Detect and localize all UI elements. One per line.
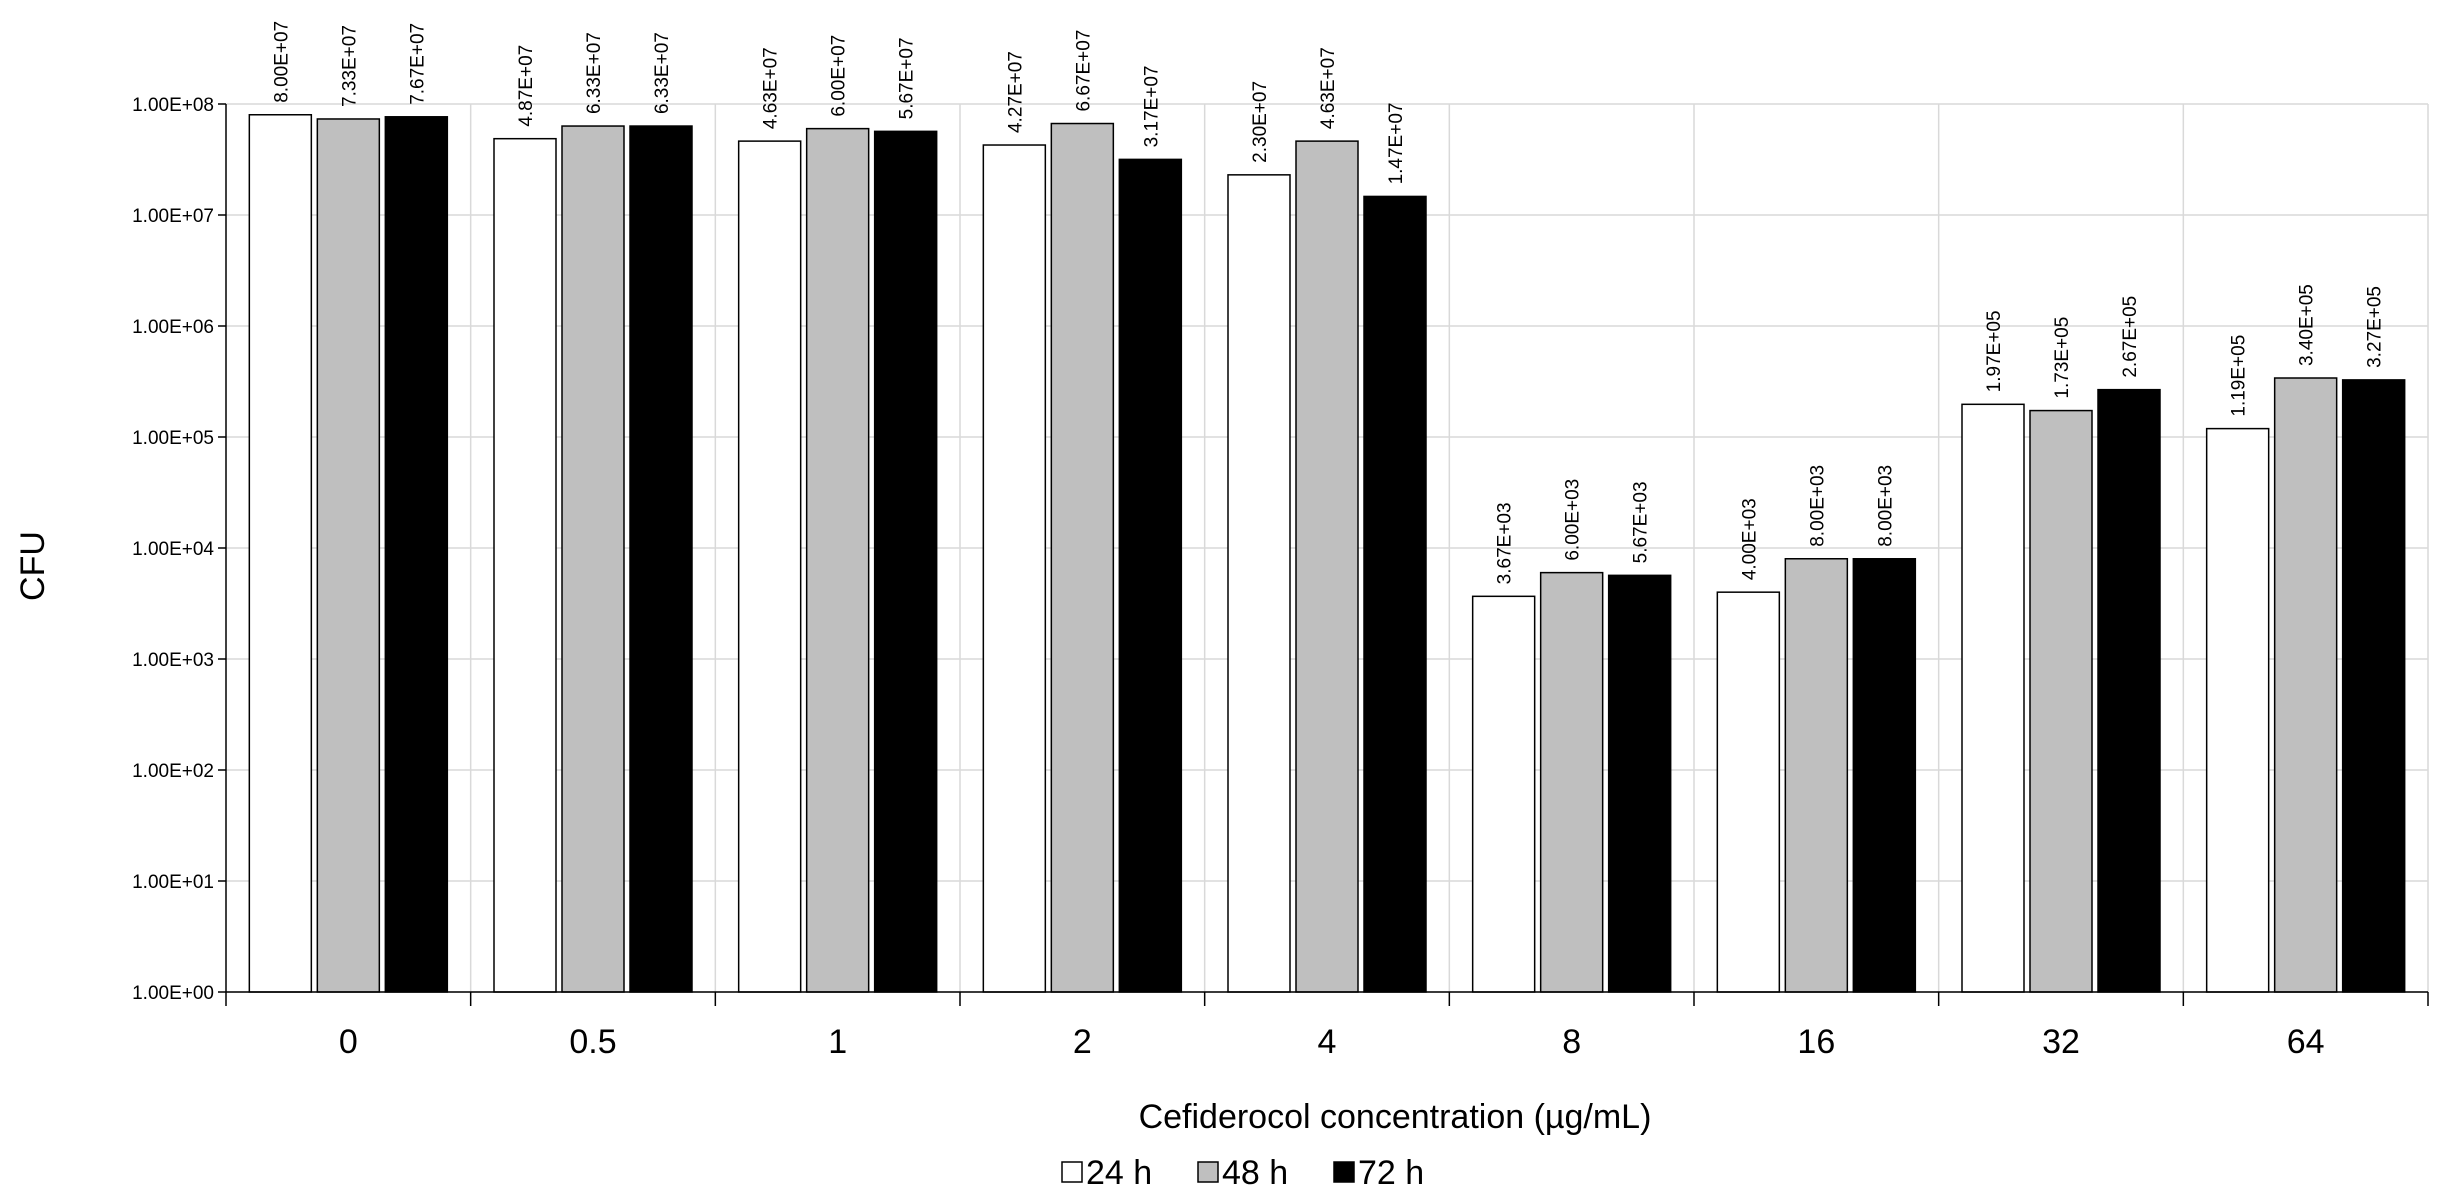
data-label: 7.67E+07 <box>407 23 428 105</box>
bar-48h-32 <box>2029 409 2093 993</box>
data-label: 3.17E+07 <box>1141 65 1162 147</box>
data-label: 4.27E+07 <box>1005 51 1026 133</box>
x-tick-label: 64 <box>2287 1023 2325 1061</box>
data-label: 8.00E+07 <box>271 21 292 103</box>
bar-24h-4 <box>1227 174 1291 993</box>
bar-72h-32 <box>2097 388 2161 993</box>
y-tick-label: 1.00E+02 <box>132 761 214 782</box>
bar-48h-1 <box>805 127 870 993</box>
y-tick-label: 1.00E+07 <box>132 206 214 227</box>
data-label: 4.87E+07 <box>516 45 537 127</box>
bar-24h-2 <box>982 144 1047 993</box>
bar-24h-1 <box>737 140 802 993</box>
y-tick-label: 1.00E+03 <box>132 650 214 671</box>
legend-label: 24 h <box>1086 1154 1152 1192</box>
bar-72h-4 <box>1363 195 1427 993</box>
bar-72h-64 <box>2341 379 2406 993</box>
bar-24h-16 <box>1716 591 1781 993</box>
bar-24h-0.5 <box>493 137 557 993</box>
bar-48h-0 <box>316 118 381 993</box>
data-label: 5.67E+07 <box>897 37 918 119</box>
data-label: 7.33E+07 <box>339 25 360 107</box>
bar-48h-8 <box>1539 571 1604 993</box>
bar-72h-0.5 <box>629 125 693 993</box>
bar-72h-1 <box>873 130 938 993</box>
data-label: 3.27E+05 <box>2365 286 2386 368</box>
data-label: 1.47E+07 <box>1386 103 1407 185</box>
bar-72h-16 <box>1852 558 1917 993</box>
y-tick-label: 1.00E+04 <box>132 539 214 560</box>
x-tick-label: 16 <box>1797 1023 1835 1061</box>
data-label: 6.67E+07 <box>1073 30 1094 112</box>
bar-72h-2 <box>1118 158 1183 993</box>
y-tick-label: 1.00E+05 <box>132 428 214 449</box>
bar-48h-4 <box>1295 140 1359 993</box>
data-label: 6.00E+03 <box>1563 479 1584 561</box>
data-label: 2.30E+07 <box>1250 81 1271 163</box>
x-tick-label: 0 <box>339 1023 358 1061</box>
data-label: 8.00E+03 <box>1807 465 1828 547</box>
legend-swatch <box>1197 1161 1219 1183</box>
y-tick-label: 1.00E+00 <box>132 983 214 1004</box>
data-label: 4.00E+03 <box>1739 498 1760 580</box>
data-label: 4.63E+07 <box>1318 47 1339 129</box>
data-label: 4.63E+07 <box>761 47 782 129</box>
legend-swatch <box>1061 1161 1083 1183</box>
data-label: 1.73E+05 <box>2052 317 2073 399</box>
data-label: 1.97E+05 <box>1984 310 2005 392</box>
data-label: 3.67E+03 <box>1495 502 1516 584</box>
x-axis-title: Cefiderocol concentration (µg/mL) <box>1139 1098 1652 1136</box>
bar-24h-8 <box>1471 595 1536 993</box>
data-label: 5.67E+03 <box>1631 481 1652 563</box>
bars-group <box>248 114 2406 993</box>
bar-48h-2 <box>1050 122 1115 993</box>
x-tick-label: 8 <box>1562 1023 1581 1061</box>
x-tick-label: 1 <box>828 1023 847 1061</box>
data-label: 6.33E+07 <box>584 32 605 114</box>
bar-48h-64 <box>2273 377 2338 993</box>
x-tick-label: 0.5 <box>569 1023 616 1061</box>
x-tick-label: 4 <box>1318 1023 1337 1061</box>
bar-24h-64 <box>2205 427 2270 993</box>
bar-48h-0.5 <box>561 125 625 993</box>
data-label: 8.00E+03 <box>1875 465 1896 547</box>
legend-label: 48 h <box>1222 1154 1288 1192</box>
bar-72h-0 <box>384 116 449 993</box>
x-tick-label: 32 <box>2042 1023 2080 1061</box>
bar-72h-8 <box>1607 574 1672 993</box>
bar-24h-32 <box>1961 403 2025 993</box>
data-label: 3.40E+05 <box>2297 284 2318 366</box>
y-tick-label: 1.00E+01 <box>132 872 214 893</box>
bar-24h-0 <box>248 114 313 993</box>
y-axis-title: CFU <box>14 531 52 601</box>
legend-label: 72 h <box>1358 1154 1424 1192</box>
data-label: 6.00E+07 <box>829 35 850 117</box>
y-tick-label: 1.00E+08 <box>132 95 214 116</box>
legend: 24 h 48 h 72 h <box>1061 1154 1424 1192</box>
data-label: 6.33E+07 <box>652 32 673 114</box>
bar-48h-16 <box>1784 558 1849 993</box>
y-tick-label: 1.00E+06 <box>132 317 214 338</box>
axes-group: 1.00E+00 1.00E+01 1.00E+02 1.00E+03 1.00E+04… <box>132 95 2429 1061</box>
data-label: 2.67E+05 <box>2120 296 2141 378</box>
data-label: 1.19E+05 <box>2229 335 2250 417</box>
legend-swatch <box>1333 1161 1355 1183</box>
x-tick-label: 2 <box>1073 1023 1092 1061</box>
data-labels-group: 8.00E+07 7.33E+07 7.67E+07 4.87E+07 6.33E+07… <box>271 21 2385 584</box>
